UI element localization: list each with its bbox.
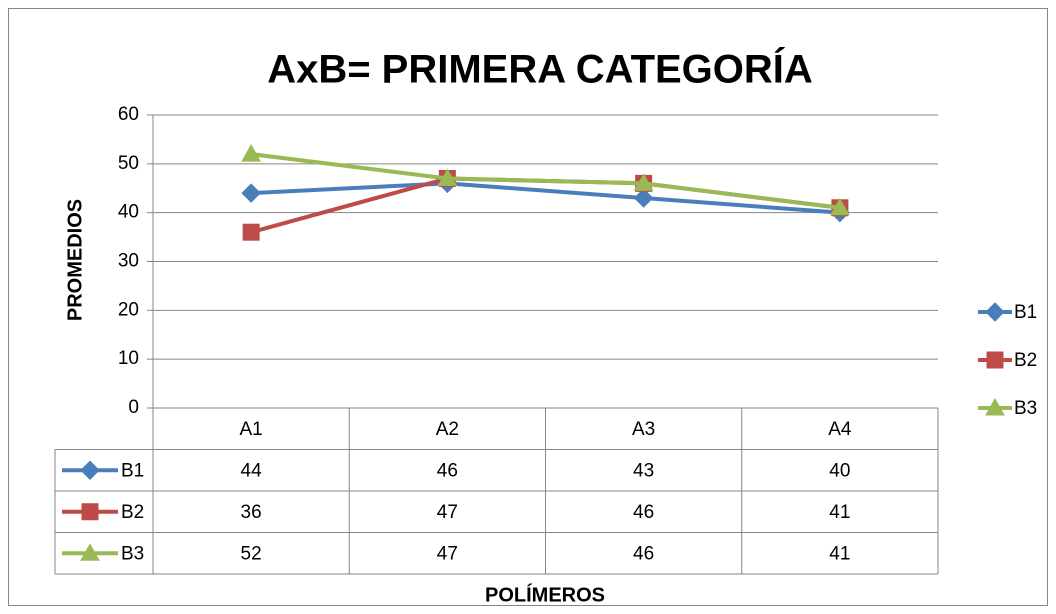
point (242, 223, 260, 241)
table-series-name: B3 (121, 543, 144, 564)
series-line (251, 181, 841, 215)
table-value: 36 (241, 502, 262, 523)
x-tick-label: A4 (828, 419, 852, 440)
x-tick-label: A1 (240, 419, 263, 440)
point (437, 168, 458, 186)
legend-marker (985, 302, 1005, 322)
y-axis-label: PROMEDIOS (64, 199, 86, 321)
chart-border (8, 8, 1048, 606)
chart-title: AxB= PRIMERA CATEGORÍA (267, 47, 813, 92)
y-tick-label: 10 (118, 348, 139, 369)
point (241, 183, 261, 203)
table-value: 41 (829, 502, 850, 523)
table-value: 43 (633, 460, 654, 481)
point (633, 188, 654, 208)
x-axis-label: POLÍMEROS (485, 583, 605, 606)
table-value: 52 (241, 543, 262, 564)
table-value: 46 (633, 543, 654, 564)
y-tick-label: 20 (118, 299, 139, 320)
point (241, 144, 261, 162)
legend-label: B2 (1014, 350, 1037, 371)
table-series-name: B1 (121, 460, 144, 481)
y-tick-label: 40 (118, 202, 139, 223)
y-tick-label: 60 (118, 104, 139, 125)
table-value: 40 (829, 460, 850, 481)
table-legend-marker (80, 460, 100, 480)
table-legend-marker (81, 503, 99, 521)
point (830, 197, 850, 216)
legend-marker (986, 351, 1004, 369)
y-tick-label: 50 (118, 153, 139, 174)
legend-label: B1 (1014, 302, 1037, 323)
table-value: 46 (633, 502, 654, 523)
legend-marker (985, 397, 1005, 416)
x-tick-label: A3 (632, 419, 655, 440)
table-series-name: B2 (121, 502, 144, 523)
y-tick-label: 30 (118, 251, 139, 272)
y-tick-label: 0 (128, 397, 139, 418)
x-tick-label: A2 (436, 419, 459, 440)
table-value: 47 (437, 543, 458, 564)
table-legend-marker (80, 543, 100, 561)
table-value: 47 (437, 502, 458, 523)
table-value: 46 (437, 460, 458, 481)
point (633, 173, 654, 191)
table-value: 41 (829, 543, 850, 564)
table-value: 44 (241, 460, 263, 481)
legend-label: B3 (1014, 398, 1037, 419)
series-line (250, 152, 841, 210)
